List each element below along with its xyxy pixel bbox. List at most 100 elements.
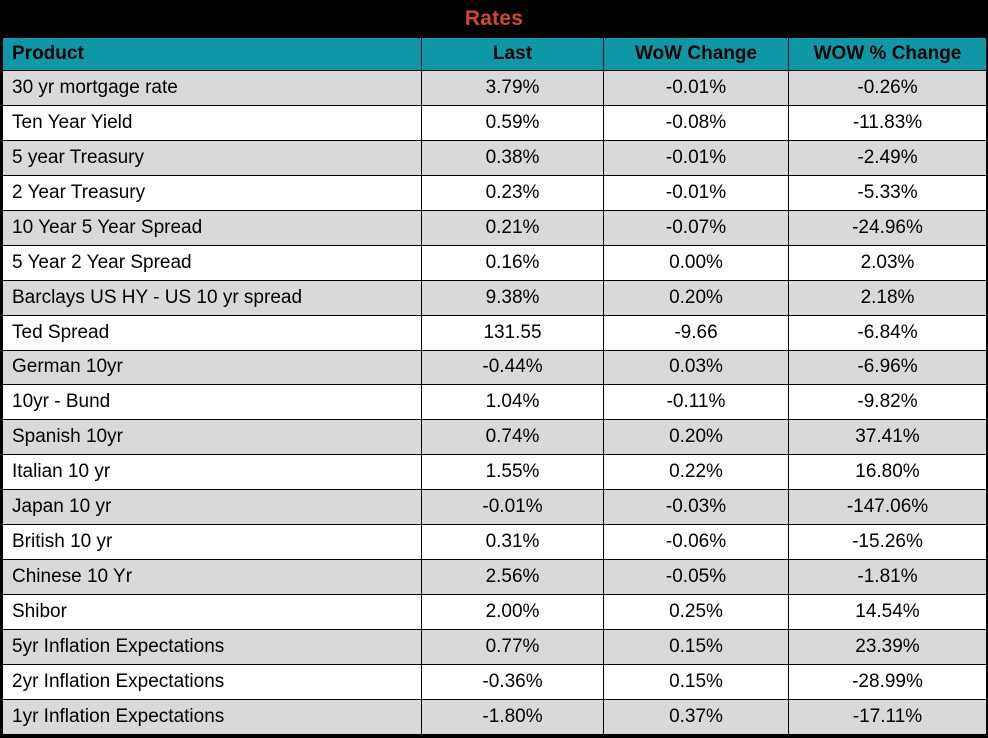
product-cell: 5yr Inflation Expectations [2,629,422,665]
table-row: 1yr Inflation Expectations -1.80% 0.37% -17… [2,698,987,736]
last-cell: 0.74% [421,419,604,456]
table-row: Japan 10 yr -0.01% -0.03% -147.06% [2,489,987,526]
last-cell: 0.16% [421,244,604,281]
wow-change-cell: -0.08% [603,104,789,141]
product-cell: Ted Spread [2,314,422,351]
wow-change-cell: -9.66 [603,314,789,351]
table-row: 10yr - Bund 1.04% -0.11% -9.82% [2,384,987,421]
table-row: Ted Spread 131.55 -9.66 -6.84% [2,314,987,351]
table-row: Shibor 2.00% 0.25% 14.54% [2,594,987,630]
column-header-wow-pct-change: WOW % Change [788,37,987,71]
wow-change-cell: 0.00% [603,244,789,281]
wow-pct-change-cell: 14.54% [788,594,987,630]
wow-pct-change-cell: 23.39% [788,629,987,665]
last-cell: 3.79% [421,70,604,106]
table-row: German 10yr -0.44% 0.03% -6.96% [2,349,987,386]
table-row: 5 year Treasury 0.38% -0.01% -2.49% [2,139,987,176]
table-row: 2yr Inflation Expectations -0.36% 0.15% -28… [2,663,987,700]
wow-pct-change-cell: 2.03% [788,244,987,281]
product-cell: Japan 10 yr [2,489,422,526]
table-row: 30 yr mortgage rate 3.79% -0.01% -0.26% [2,70,987,106]
wow-change-cell: 0.15% [603,663,789,700]
wow-change-cell: -0.03% [603,489,789,526]
column-header-last: Last [421,37,604,71]
wow-change-cell: -0.01% [603,139,789,176]
wow-pct-change-cell: -11.83% [788,104,987,141]
last-cell: 1.04% [421,384,604,421]
table-row: Barclays US HY - US 10 yr spread 9.38% 0.2… [2,279,987,316]
last-cell: 0.38% [421,139,604,176]
last-cell: -0.36% [421,663,604,700]
table-row: 10 Year 5 Year Spread 0.21% -0.07% -24.96% [2,209,987,246]
wow-pct-change-cell: -5.33% [788,174,987,211]
column-header-wow-change: WoW Change [603,37,789,71]
product-cell: Barclays US HY - US 10 yr spread [2,279,422,316]
product-cell: Chinese 10 Yr [2,559,422,596]
wow-change-cell: -0.01% [603,174,789,211]
wow-pct-change-cell: -6.84% [788,314,987,351]
last-cell: 131.55 [421,314,604,351]
product-cell: 2yr Inflation Expectations [2,663,422,700]
table-row: 5 Year 2 Year Spread 0.16% 0.00% 2.03% [2,244,987,281]
table-row: 2 Year Treasury 0.23% -0.01% -5.33% [2,174,987,211]
product-cell: Shibor [2,594,422,630]
column-header-product: Product [2,37,422,71]
product-cell: 1yr Inflation Expectations [2,698,422,736]
product-cell: 10 Year 5 Year Spread [2,209,422,246]
wow-change-cell: -0.11% [603,384,789,421]
last-cell: 2.56% [421,559,604,596]
table-row: Spanish 10yr 0.74% 0.20% 37.41% [2,419,987,456]
product-cell: Italian 10 yr [2,454,422,491]
wow-pct-change-cell: -15.26% [788,524,987,561]
table-row: Ten Year Yield 0.59% -0.08% -11.83% [2,104,987,141]
wow-pct-change-cell: -9.82% [788,384,987,421]
last-cell: 0.23% [421,174,604,211]
product-cell: 5 year Treasury [2,139,422,176]
wow-change-cell: -0.07% [603,209,789,246]
wow-pct-change-cell: 2.18% [788,279,987,316]
wow-change-cell: 0.03% [603,349,789,386]
last-cell: 9.38% [421,279,604,316]
rates-table: Product Last WoW Change WOW % Change 30 … [2,37,987,736]
header-row: Product Last WoW Change WOW % Change [2,37,987,71]
table-row: Italian 10 yr 1.55% 0.22% 16.80% [2,454,987,491]
product-cell: 5 Year 2 Year Spread [2,244,422,281]
table-row: British 10 yr 0.31% -0.06% -15.26% [2,524,987,561]
product-cell: 30 yr mortgage rate [2,70,422,106]
wow-pct-change-cell: -147.06% [788,489,987,526]
wow-change-cell: -0.05% [603,559,789,596]
product-cell: 2 Year Treasury [2,174,422,211]
wow-pct-change-cell: -0.26% [788,70,987,106]
wow-pct-change-cell: -6.96% [788,349,987,386]
wow-change-cell: -0.01% [603,70,789,106]
wow-change-cell: 0.25% [603,594,789,630]
wow-pct-change-cell: -24.96% [788,209,987,246]
wow-change-cell: 0.37% [603,698,789,736]
wow-pct-change-cell: 37.41% [788,419,987,456]
product-cell: Spanish 10yr [2,419,422,456]
wow-pct-change-cell: -17.11% [788,698,987,736]
last-cell: 0.59% [421,104,604,141]
wow-change-cell: 0.20% [603,419,789,456]
wow-change-cell: -0.06% [603,524,789,561]
last-cell: 2.00% [421,594,604,630]
wow-pct-change-cell: -28.99% [788,663,987,700]
last-cell: -1.80% [421,698,604,736]
last-cell: 0.21% [421,209,604,246]
last-cell: -0.44% [421,349,604,386]
wow-pct-change-cell: 16.80% [788,454,987,491]
product-cell: Ten Year Yield [2,104,422,141]
product-cell: 10yr - Bund [2,384,422,421]
wow-change-cell: 0.20% [603,279,789,316]
last-cell: 1.55% [421,454,604,491]
last-cell: 0.77% [421,629,604,665]
wow-change-cell: 0.22% [603,454,789,491]
table-row: Chinese 10 Yr 2.56% -0.05% -1.81% [2,559,987,596]
wow-pct-change-cell: -2.49% [788,139,987,176]
table-title: Rates [2,0,986,37]
wow-pct-change-cell: -1.81% [788,559,987,596]
table-body: 30 yr mortgage rate 3.79% -0.01% -0.26% Ten … [2,70,987,736]
last-cell: -0.01% [421,489,604,526]
product-cell: British 10 yr [2,524,422,561]
